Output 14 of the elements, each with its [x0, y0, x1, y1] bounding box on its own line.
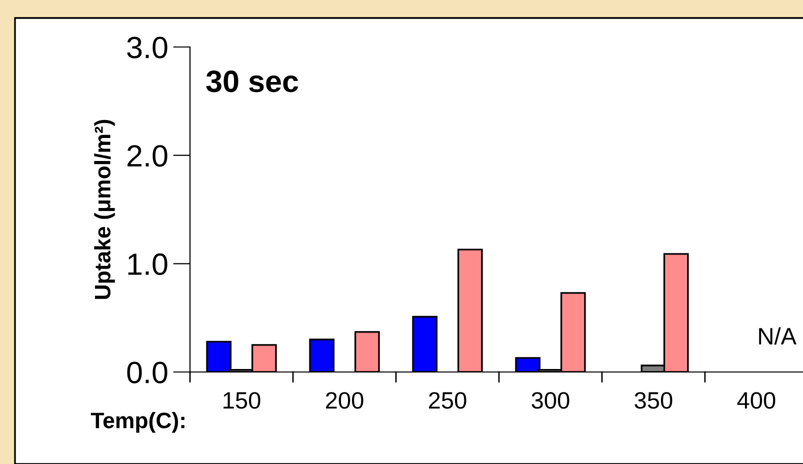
y-tick-label: 2.0: [128, 145, 168, 167]
x-tick-label: 300: [532, 392, 570, 409]
x-tick-label: 350: [634, 392, 672, 409]
y-tick-label: 3.0: [127, 36, 168, 58]
y-tick-label: 1.0: [128, 253, 168, 276]
x-tick-label: 250: [428, 392, 466, 409]
annotation: 30 sec: [206, 70, 298, 92]
x-tick-label: 200: [326, 392, 364, 409]
y-tick-label: 0.0: [127, 362, 168, 384]
x-axis-title: Temp(C):: [90, 412, 184, 433]
x-tick-label: 150: [224, 392, 260, 409]
y-axis-title: Uptake (μmol/m²): [94, 120, 115, 299]
x-tick-label: 400: [737, 392, 776, 409]
annotation: N/A: [759, 327, 797, 345]
